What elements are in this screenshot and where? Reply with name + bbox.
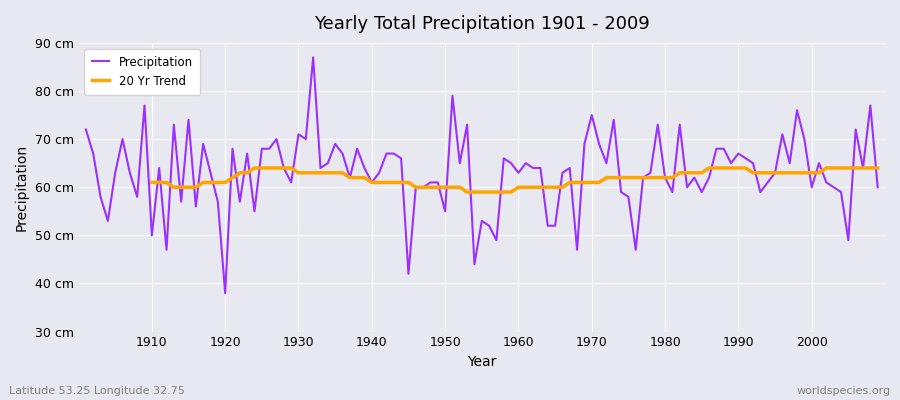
Precipitation — [527, 166, 538, 170]
20 Yr Trend — [147, 180, 158, 185]
Legend: Precipitation, 20 Yr Trend: Precipitation, 20 Yr Trend — [85, 49, 200, 95]
Text: Latitude 53.25 Longitude 32.75: Latitude 53.25 Longitude 32.75 — [9, 386, 184, 396]
Precipitation — [220, 291, 230, 296]
Precipitation — [359, 166, 370, 170]
Precipitation — [80, 127, 91, 132]
Text: worldspecies.org: worldspecies.org — [796, 386, 891, 396]
Precipitation — [308, 55, 319, 60]
20 Yr Trend — [462, 190, 472, 194]
20 Yr Trend — [322, 170, 333, 175]
Precipitation — [616, 190, 626, 194]
20 Yr Trend — [293, 170, 304, 175]
20 Yr Trend — [535, 185, 545, 190]
Line: 20 Yr Trend: 20 Yr Trend — [152, 168, 878, 192]
Precipitation — [315, 166, 326, 170]
Precipitation — [520, 161, 531, 166]
Title: Yearly Total Precipitation 1901 - 2009: Yearly Total Precipitation 1901 - 2009 — [314, 15, 650, 33]
Precipitation — [872, 185, 883, 190]
Precipitation — [140, 103, 150, 108]
20 Yr Trend — [850, 166, 861, 170]
X-axis label: Year: Year — [467, 355, 497, 369]
20 Yr Trend — [594, 180, 605, 185]
Line: Precipitation: Precipitation — [86, 57, 878, 293]
Y-axis label: Precipitation: Precipitation — [15, 144, 29, 231]
20 Yr Trend — [872, 166, 883, 170]
20 Yr Trend — [828, 166, 839, 170]
20 Yr Trend — [249, 166, 260, 170]
